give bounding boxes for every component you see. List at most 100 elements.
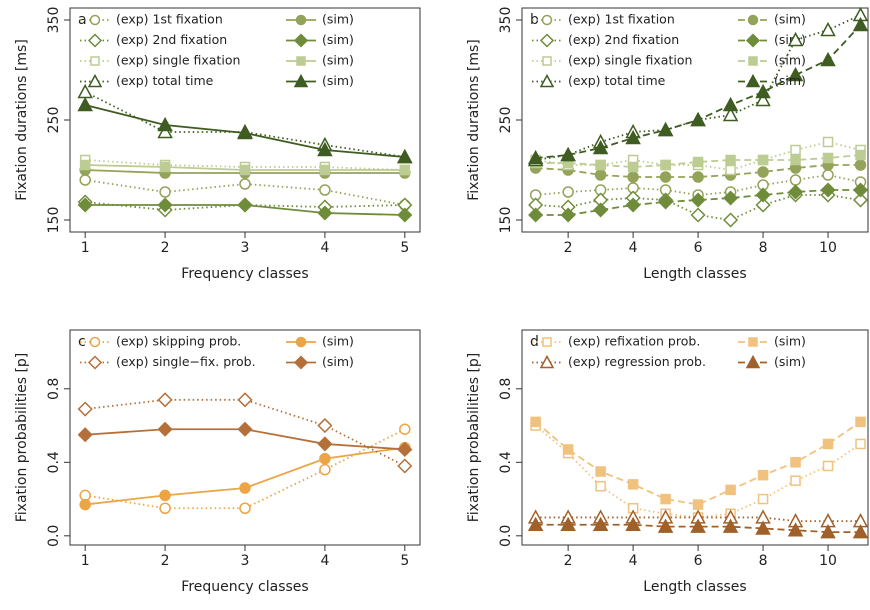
marker	[157, 123, 173, 139]
marker	[317, 417, 333, 434]
marker	[790, 144, 801, 156]
marker	[237, 197, 253, 213]
y-tick-label: 150	[498, 207, 514, 234]
marker	[755, 187, 771, 203]
x-tick-label: 8	[759, 240, 768, 256]
marker	[77, 427, 93, 443]
legend-marker	[748, 337, 758, 347]
marker	[239, 482, 251, 494]
legend-label: (exp) single fixation	[116, 53, 240, 68]
legend-marker	[295, 336, 307, 348]
marker	[77, 83, 93, 99]
legend-label: (exp) single−fix. prob.	[116, 354, 256, 369]
marker	[592, 516, 609, 532]
marker	[317, 141, 333, 157]
marker	[239, 502, 251, 514]
marker	[79, 174, 91, 186]
legend-label: (exp) 2nd fixation	[568, 32, 679, 47]
marker	[722, 518, 739, 533]
marker	[755, 520, 771, 535]
marker	[397, 207, 413, 223]
marker	[790, 475, 801, 486]
x-tick-label: 2	[161, 240, 170, 256]
legend-label: (sim)	[774, 53, 806, 68]
marker	[77, 197, 93, 213]
marker	[660, 493, 671, 505]
legend-label: (sim)	[774, 12, 806, 27]
marker	[820, 524, 836, 539]
legend-marker	[296, 56, 306, 66]
marker	[237, 124, 253, 140]
x-tick-label: 6	[694, 240, 703, 256]
marker	[562, 186, 574, 198]
marker	[852, 16, 869, 32]
marker	[625, 516, 641, 532]
marker	[157, 392, 173, 408]
legend-label: (exp) regression prob.	[568, 354, 706, 369]
y-tick-label: 250	[498, 107, 514, 134]
legend-label: (sim)	[322, 354, 354, 369]
marker	[755, 83, 771, 99]
marker	[822, 460, 834, 472]
marker	[722, 106, 739, 122]
x-tick-label: 3	[241, 240, 250, 256]
marker	[159, 186, 171, 198]
x-tick-label: 5	[400, 240, 409, 256]
legend-marker	[87, 355, 103, 370]
marker	[790, 457, 801, 468]
legend-marker	[542, 337, 552, 347]
marker	[757, 469, 769, 481]
marker	[237, 421, 253, 437]
legend-label: (exp) single fixation	[568, 53, 692, 68]
legend-marker	[539, 73, 555, 88]
legend-marker	[87, 33, 103, 48]
panel-label: c	[78, 334, 86, 350]
marker	[690, 518, 706, 533]
y-tick-label: 0.4	[46, 451, 62, 473]
marker	[787, 31, 804, 47]
y-tick-label: 350	[46, 7, 62, 34]
marker	[562, 444, 574, 455]
plot-frame	[521, 329, 869, 546]
marker	[237, 392, 253, 408]
series-line	[535, 141, 861, 171]
marker	[595, 466, 606, 477]
marker	[627, 161, 639, 173]
x-tick-label: 6	[694, 553, 703, 569]
legend-label: (sim)	[322, 53, 354, 68]
y-tick-label: 0.4	[498, 451, 514, 473]
marker	[560, 207, 576, 223]
marker	[399, 164, 411, 176]
x-tick-label: 4	[629, 553, 638, 569]
y-tick-label: 150	[46, 207, 62, 234]
marker	[659, 171, 672, 183]
legend-marker	[89, 14, 101, 26]
y-tick-label: 0.0	[498, 525, 514, 547]
marker	[822, 136, 834, 148]
legend-label: (exp) 1st fixation	[568, 12, 675, 27]
marker	[725, 164, 736, 176]
legend-marker	[539, 354, 555, 369]
marker	[77, 96, 93, 112]
legend-marker	[747, 14, 759, 26]
marker	[560, 146, 576, 162]
marker	[627, 171, 639, 183]
legend-label: (sim)	[322, 32, 354, 47]
marker	[822, 438, 834, 450]
marker	[397, 148, 413, 164]
legend-marker	[745, 354, 761, 369]
marker	[690, 207, 706, 223]
marker	[239, 178, 251, 190]
x-tick-label: 3	[241, 553, 250, 569]
marker	[159, 161, 171, 173]
marker	[658, 194, 674, 210]
marker	[397, 458, 413, 474]
marker	[397, 441, 413, 458]
x-tick-label: 10	[819, 553, 837, 569]
marker	[789, 174, 802, 186]
marker	[79, 498, 91, 511]
marker	[787, 184, 804, 200]
legend-label: (exp) 1st fixation	[116, 12, 223, 27]
legend-label: (sim)	[774, 73, 806, 88]
marker	[820, 51, 836, 67]
